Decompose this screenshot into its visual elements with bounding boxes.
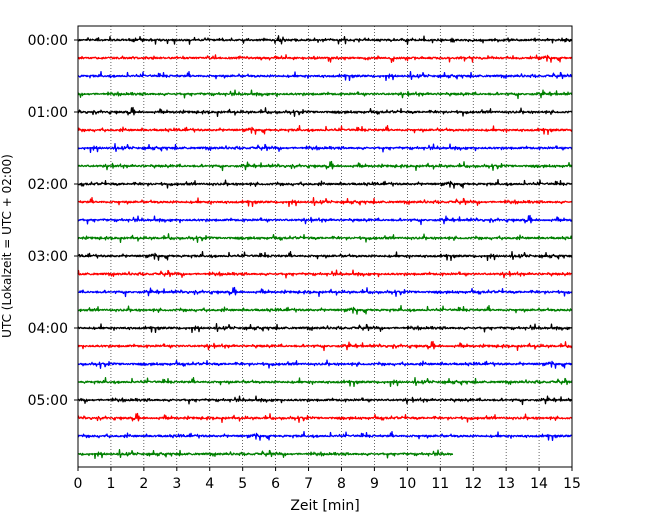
x-tick-label: 6 <box>271 476 280 492</box>
trace-0215 <box>77 197 573 208</box>
seismogram-traces <box>77 35 573 460</box>
trace-0330 <box>77 286 573 298</box>
y-tick-label: 04:00 <box>28 321 68 337</box>
x-tick-label: 14 <box>530 476 548 492</box>
trace-0430 <box>77 359 573 369</box>
x-tick-label: 4 <box>205 476 214 492</box>
trace-0015 <box>77 54 573 64</box>
x-tick-label: 15 <box>563 476 581 492</box>
x-tick-label: 3 <box>172 476 181 492</box>
trace-0100 <box>77 106 573 118</box>
x-tick-label: 13 <box>497 476 515 492</box>
x-axis-ticks: 0 1 2 3 4 5 6 7 8 9 10 11 12 13 14 15 <box>74 467 581 492</box>
trace-0130 <box>77 143 573 154</box>
trace-0515 <box>77 412 573 424</box>
x-tick-label: 0 <box>74 476 83 492</box>
trace-0030 <box>77 70 573 82</box>
plot-frame <box>77 25 573 468</box>
trace-0345 <box>77 304 573 315</box>
y-tick-label: 03:00 <box>28 249 68 265</box>
x-tick-label: 12 <box>464 476 482 492</box>
x-tick-label: 1 <box>106 476 115 492</box>
y-tick-label: 00:00 <box>28 33 68 49</box>
trace-0300 <box>77 250 573 262</box>
trace-0045 <box>77 89 573 100</box>
x-tick-label: 5 <box>238 476 247 492</box>
trace-0445 <box>77 376 573 388</box>
y-tick-label: 01:00 <box>28 105 68 121</box>
x-tick-label: 8 <box>337 476 346 492</box>
trace-0400 <box>77 323 573 334</box>
trace-0545 <box>77 449 454 460</box>
x-tick-label: 7 <box>304 476 313 492</box>
x-tick-label: 9 <box>370 476 379 492</box>
y-axis-label: UTC (Lokalzeit = UTC + 02:00) <box>0 154 14 338</box>
x-tick-label: 10 <box>398 476 416 492</box>
trace-0315 <box>77 269 573 279</box>
y-tick-label: 05:00 <box>28 393 68 409</box>
x-tick-label: 2 <box>139 476 148 492</box>
trace-0530 <box>77 430 573 442</box>
x-tick-label: 11 <box>431 476 449 492</box>
y-axis-ticks: 00:00 01:00 02:00 03:00 04:00 05:00 <box>28 33 78 409</box>
trace-0115 <box>77 124 573 136</box>
y-tick-label: 02:00 <box>28 177 68 193</box>
trace-0415 <box>77 340 573 352</box>
trace-0145 <box>77 160 573 172</box>
x-axis-label: Zeit [min] <box>290 498 359 514</box>
trace-0245 <box>77 233 573 244</box>
trace-0230 <box>77 214 573 226</box>
trace-0500 <box>77 395 573 406</box>
trace-0200 <box>77 178 573 189</box>
trace-0000 <box>77 35 573 45</box>
